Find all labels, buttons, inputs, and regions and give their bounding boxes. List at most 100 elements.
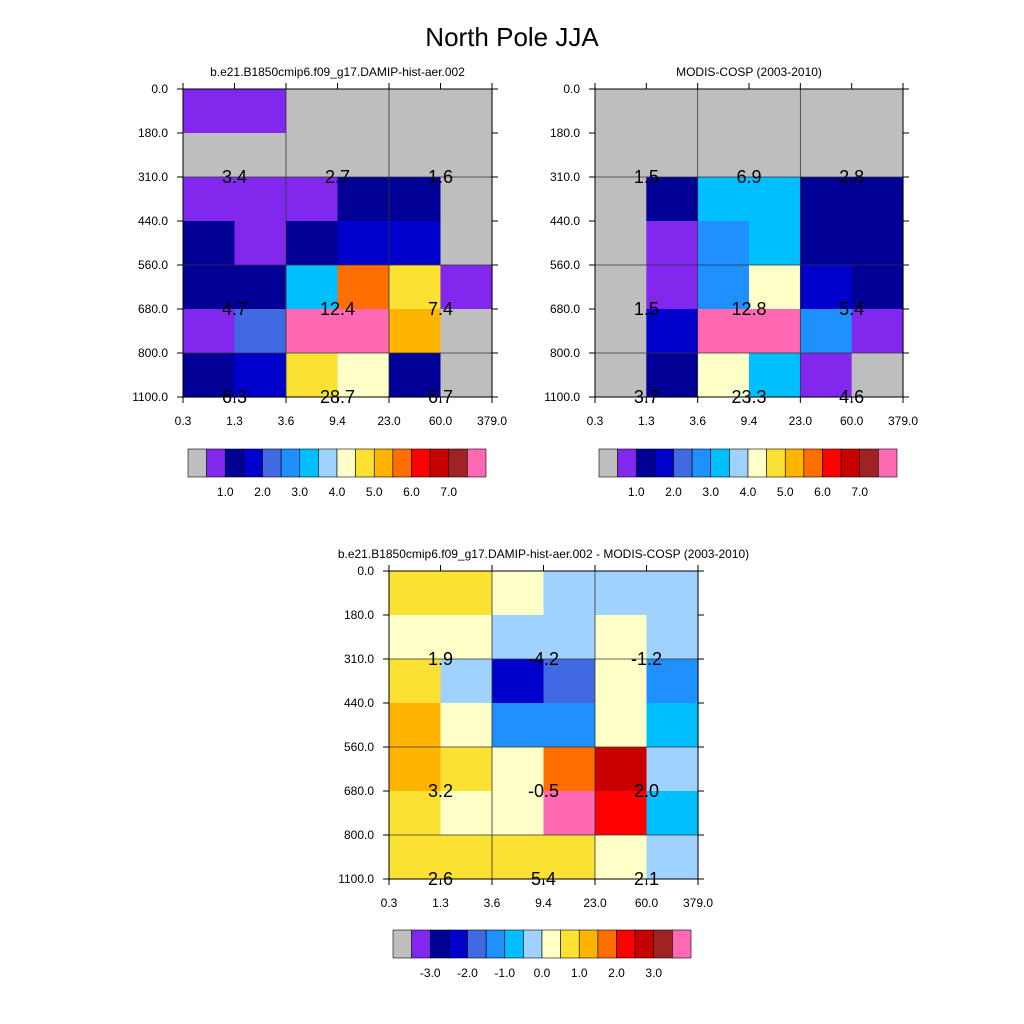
y-tick-label: 310.0 xyxy=(344,652,374,666)
heatmap-cell xyxy=(389,571,442,616)
heatmap-cell xyxy=(183,133,236,178)
heatmap-cell xyxy=(337,309,390,354)
colorbar-label: 7.0 xyxy=(440,485,457,499)
x-tick-label: 9.4 xyxy=(535,896,552,910)
heatmap-panel-3: b.e21.B1850cmip6.f09_g17.DAMIP-hist-aer.… xyxy=(338,547,749,980)
colorbar-swatch xyxy=(262,448,282,478)
y-tick-label: 680.0 xyxy=(344,784,374,798)
heatmap-cell xyxy=(440,265,493,310)
cell-value-label: 4.7 xyxy=(222,299,247,319)
panel-title: b.e21.B1850cmip6.f09_g17.DAMIP-hist-aer.… xyxy=(338,547,749,561)
cell-value-label: 2.7 xyxy=(325,167,350,187)
x-tick-label: 379.0 xyxy=(888,414,918,428)
panels: b.e21.B1850cmip6.f09_g17.DAMIP-hist-aer.… xyxy=(132,65,918,980)
heatmap-cell xyxy=(183,89,236,134)
heatmap-cell xyxy=(389,659,442,704)
heatmap-cell xyxy=(286,177,339,222)
colorbar-swatch xyxy=(411,929,431,959)
heatmap-cell xyxy=(286,221,339,266)
heatmap-cell xyxy=(646,747,699,792)
y-tick-label: 310.0 xyxy=(550,170,580,184)
colorbar-swatch xyxy=(672,929,692,959)
heatmap-cell xyxy=(492,835,545,880)
colorbar-swatch xyxy=(429,448,450,478)
y-tick-label: 0.0 xyxy=(357,564,374,578)
heatmap-cell xyxy=(595,571,648,616)
heatmap-cell xyxy=(697,221,750,266)
heatmap-cell xyxy=(851,177,904,222)
x-tick-label: 60.0 xyxy=(429,414,453,428)
heatmap-cell xyxy=(697,309,750,354)
heatmap-cell xyxy=(800,309,853,354)
colorbar-swatch xyxy=(859,448,879,478)
heatmap-cell xyxy=(389,89,442,134)
colorbar-swatch xyxy=(597,929,617,959)
heatmap-cell xyxy=(440,177,493,222)
colorbar-swatch xyxy=(485,929,506,959)
colorbar-swatch xyxy=(653,929,673,959)
heatmap-cell xyxy=(337,177,390,222)
x-tick-label: 23.0 xyxy=(377,414,401,428)
x-tick-label: 60.0 xyxy=(635,896,659,910)
heatmap-cell xyxy=(749,221,801,266)
heatmap-cell xyxy=(337,133,390,178)
heatmap-cell xyxy=(440,659,493,704)
colorbar-label: 4.0 xyxy=(740,485,757,499)
heatmap-cell xyxy=(389,221,442,266)
colorbar-swatch xyxy=(822,448,842,478)
heatmap-cell xyxy=(543,747,596,792)
colorbar-swatch xyxy=(355,448,375,478)
colorbar-swatch xyxy=(467,448,487,478)
heatmap-panel-2: MODIS-COSP (2003-2010) 1.5 6.9 2.8 1.5 12.8 5.… xyxy=(544,65,918,499)
cell-value-label: 5.4 xyxy=(839,299,864,319)
colorbar-label: 2.0 xyxy=(665,485,682,499)
colorbar-label: -3.0 xyxy=(420,966,441,980)
y-tick-label: 180.0 xyxy=(344,608,374,622)
heatmap-cell xyxy=(595,747,648,792)
heatmap-cell xyxy=(183,177,236,222)
heatmap-cell xyxy=(337,265,390,310)
colorbar-swatch xyxy=(392,929,412,959)
heatmap-cell xyxy=(286,89,339,134)
colorbar-swatch xyxy=(448,929,468,959)
colorbar-swatch xyxy=(448,448,468,478)
colorbar-label: -2.0 xyxy=(457,966,478,980)
colorbar-swatch xyxy=(710,448,730,478)
heatmap-cell xyxy=(389,265,442,310)
y-tick-label: 0.0 xyxy=(151,82,168,96)
heatmap-cell xyxy=(234,353,287,398)
heatmap-cell xyxy=(800,133,853,178)
y-tick-label: 1100.0 xyxy=(132,390,168,404)
y-tick-label: 440.0 xyxy=(550,214,580,228)
x-tick-label: 9.4 xyxy=(741,414,758,428)
colorbar-swatch xyxy=(299,448,319,478)
heatmap-cell xyxy=(595,615,648,660)
colorbar-swatch xyxy=(318,448,338,478)
heatmap-cell xyxy=(440,615,493,660)
x-tick-label: 0.3 xyxy=(587,414,604,428)
colorbar-swatch xyxy=(560,929,580,959)
colorbar: -3.0 -2.0 -1.0 0.0 1.0 2.0 3.0 xyxy=(392,929,692,980)
y-tick-label: 440.0 xyxy=(138,214,168,228)
colorbar-label: 2.0 xyxy=(608,966,625,980)
heatmap-cell xyxy=(440,747,493,792)
colorbar-swatch xyxy=(578,929,599,959)
x-tick-label: 379.0 xyxy=(477,414,507,428)
heatmap-cell xyxy=(337,89,390,134)
heatmap-cell xyxy=(749,309,801,354)
colorbar-swatch xyxy=(635,448,656,478)
heatmap-cell xyxy=(337,221,390,266)
heatmap-cell xyxy=(286,265,339,310)
cell-value-label: 12.8 xyxy=(731,299,766,319)
colorbar-swatch xyxy=(523,929,543,959)
colorbar-swatch xyxy=(878,448,898,478)
heatmap-cell xyxy=(851,265,904,310)
colorbar-label: 1.0 xyxy=(628,485,645,499)
heatmap-cell xyxy=(492,659,545,704)
x-tick-label: 0.3 xyxy=(175,414,192,428)
colorbar-label: 2.0 xyxy=(254,485,271,499)
colorbar-label: -1.0 xyxy=(494,966,515,980)
heatmap-cell xyxy=(595,177,647,222)
cell-value-label: 1.5 xyxy=(634,167,659,187)
colorbar-swatch xyxy=(187,448,207,478)
